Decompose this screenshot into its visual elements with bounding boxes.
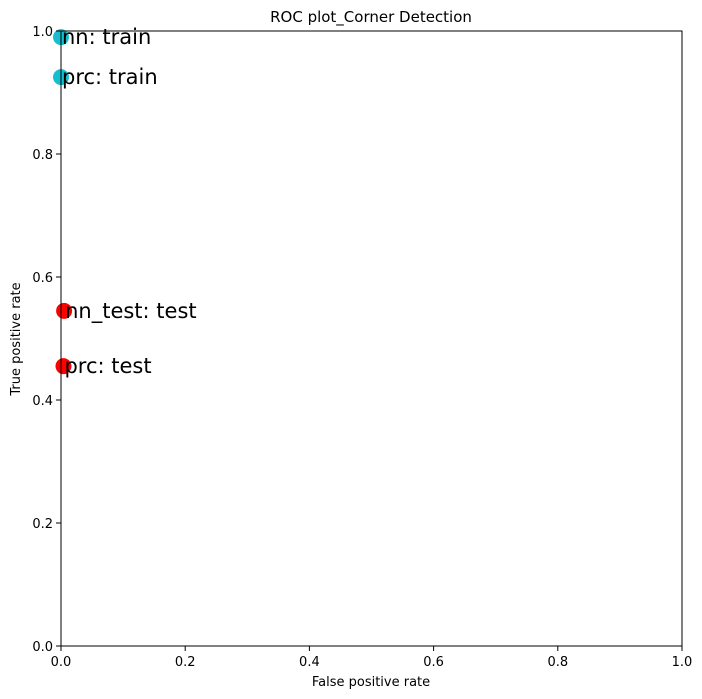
x-tick-label-5: 1.0 (672, 655, 693, 670)
y-tick-label-0: 0.0 (32, 640, 53, 655)
y-tick-label-5: 1.0 (32, 25, 53, 40)
scatter-point-3 (55, 358, 72, 375)
x-tick-label-0: 0.0 (51, 655, 72, 670)
x-axis-label: False positive rate (312, 675, 430, 690)
scatter-point-2 (56, 302, 73, 319)
point-label-2: nn_test: test (65, 299, 197, 324)
y-tick-label-4: 0.8 (32, 148, 53, 163)
chart-title: ROC plot_Corner Detection (270, 8, 472, 27)
x-tick-label-4: 0.8 (547, 655, 568, 670)
x-tick-label-2: 0.4 (299, 655, 320, 670)
plot-area: nn: train prc: train nn_test: test prc: tes… (32, 25, 692, 670)
point-label-1: prc: train (62, 65, 158, 89)
y-tick-label-2: 0.4 (32, 394, 53, 409)
plot-frame (60, 30, 683, 647)
x-tick-label-1: 0.2 (175, 655, 196, 670)
point-label-0: nn: train (62, 25, 151, 49)
y-tick-label-3: 0.6 (32, 271, 53, 286)
y-tick-label-1: 0.2 (32, 517, 53, 532)
x-tick-label-3: 0.6 (423, 655, 444, 670)
y-axis-label: True positive rate (9, 282, 24, 396)
point-label-3: prc: test (64, 354, 151, 378)
